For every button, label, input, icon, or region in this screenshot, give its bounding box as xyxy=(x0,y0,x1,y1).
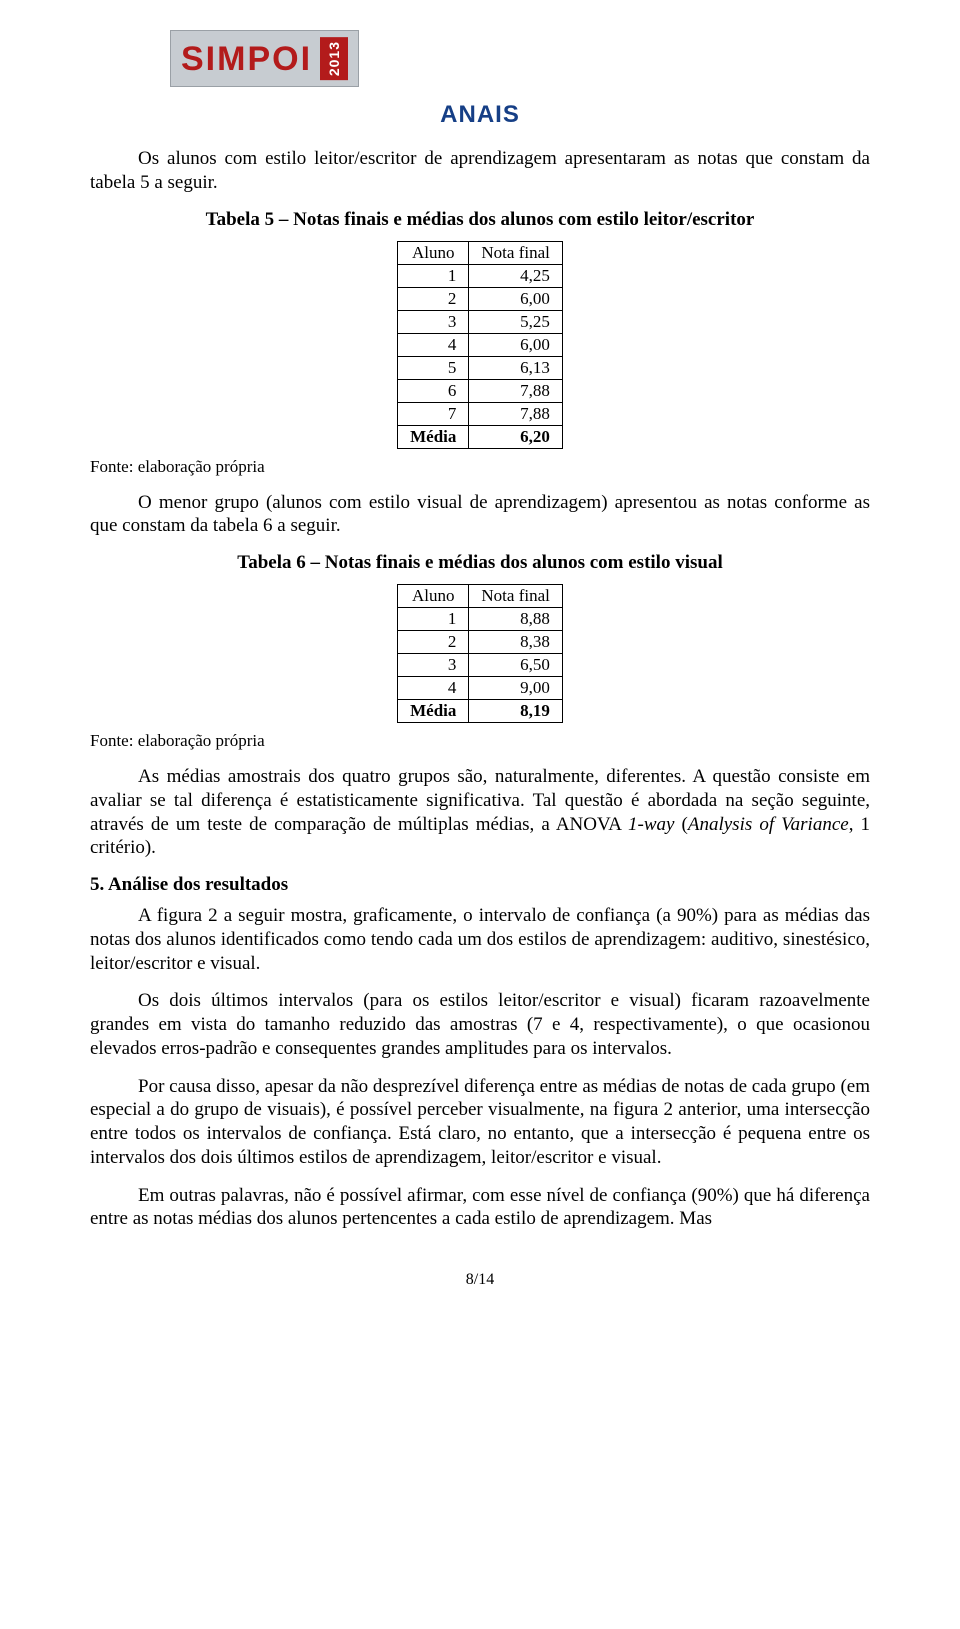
paragraph-intervals: Os dois últimos intervalos (para os esti… xyxy=(90,989,870,1060)
logo-brand: SIMPOI xyxy=(181,42,312,76)
paragraph-means: As médias amostrais dos quatro grupos sã… xyxy=(90,765,870,860)
table5-source: Fonte: elaboração própria xyxy=(90,457,870,477)
paragraph-intersection: Por causa disso, apesar da não desprezív… xyxy=(90,1075,870,1170)
table6-media-row: Média 8,19 xyxy=(398,700,563,723)
table-row: 18,88 xyxy=(398,608,563,631)
paragraph-fig2-intro: A figura 2 a seguir mostra, graficamente… xyxy=(90,904,870,975)
page-number: 8/14 xyxy=(90,1271,870,1289)
simpoi-logo: SIMPOI 2013 xyxy=(170,30,359,87)
table-row: 28,38 xyxy=(398,631,563,654)
table6-col2: Nota final xyxy=(469,585,562,608)
table6-title: Tabela 6 – Notas finais e médias dos alu… xyxy=(90,552,870,574)
table-row: 26,00 xyxy=(398,287,563,310)
table-row: 56,13 xyxy=(398,356,563,379)
table5-col2: Nota final xyxy=(469,241,562,264)
logo-block: SIMPOI 2013 xyxy=(170,30,870,87)
table-row: 67,88 xyxy=(398,379,563,402)
table5-media-row: Média 6,20 xyxy=(398,425,563,448)
table5-title: Tabela 5 – Notas finais e médias dos alu… xyxy=(90,209,870,231)
table-row: 36,50 xyxy=(398,654,563,677)
page: SIMPOI 2013 ANAIS Os alunos com estilo l… xyxy=(0,0,960,1329)
paragraph-conclusion: Em outras palavras, não é possível afirm… xyxy=(90,1184,870,1232)
table6: Aluno Nota final 18,88 28,38 36,50 49,00… xyxy=(397,584,563,723)
table-row: 35,25 xyxy=(398,310,563,333)
header-anais: ANAIS xyxy=(90,101,870,129)
paragraph-intro-t5: Os alunos com estilo leitor/escritor de … xyxy=(90,147,870,195)
table-row: 77,88 xyxy=(398,402,563,425)
logo-year: 2013 xyxy=(320,37,348,80)
table6-header-row: Aluno Nota final xyxy=(398,585,563,608)
table5-header-row: Aluno Nota final xyxy=(398,241,563,264)
table5: Aluno Nota final 14,25 26,00 35,25 46,00… xyxy=(397,241,563,449)
table-row: 14,25 xyxy=(398,264,563,287)
table-row: 49,00 xyxy=(398,677,563,700)
section-5-heading: 5. Análise dos resultados xyxy=(90,874,870,896)
table-row: 46,00 xyxy=(398,333,563,356)
table5-col1: Aluno xyxy=(398,241,469,264)
table6-source: Fonte: elaboração própria xyxy=(90,731,870,751)
paragraph-intro-t6: O menor grupo (alunos com estilo visual … xyxy=(90,491,870,539)
table6-col1: Aluno xyxy=(398,585,469,608)
